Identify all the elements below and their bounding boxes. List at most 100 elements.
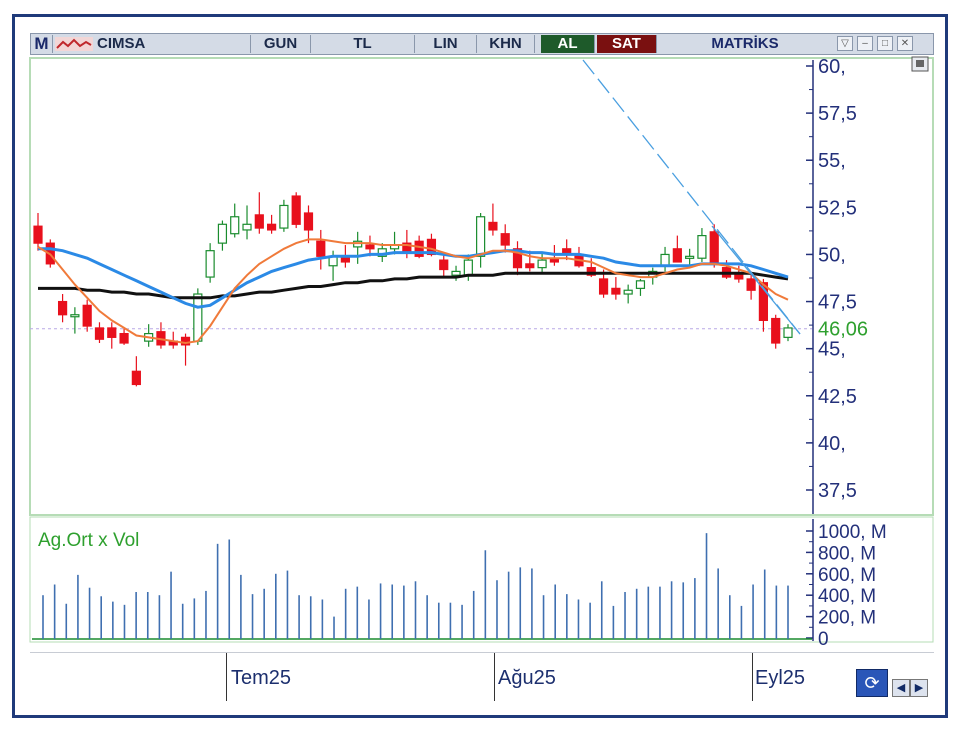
volume-tick-label: 1000, M xyxy=(818,522,887,543)
candle-body xyxy=(635,280,646,289)
candle-body xyxy=(267,223,277,231)
candle-body xyxy=(660,253,670,267)
candle-body xyxy=(623,289,633,295)
trendline-dashed xyxy=(582,59,801,335)
volume-title: Ag.Ort x Vol xyxy=(38,530,139,551)
brand-label: MATRİKS xyxy=(711,35,779,52)
volume-tick-label: 600, M xyxy=(818,565,876,586)
month-tick xyxy=(494,653,495,701)
moving-averages xyxy=(37,238,789,345)
volume-tick-label: 0 xyxy=(818,629,829,650)
price-tick-label: 50, xyxy=(818,244,846,266)
candle-body xyxy=(562,248,572,254)
candle-body xyxy=(205,250,215,278)
price-tick-label: 42,5 xyxy=(818,386,857,408)
candle-body xyxy=(697,235,707,259)
candle-body xyxy=(771,317,781,344)
dropdown-icon[interactable]: ▽ xyxy=(837,36,853,51)
price-tick-label: 47,5 xyxy=(818,292,857,314)
candle-body xyxy=(463,259,473,276)
scale-selector[interactable]: LIN xyxy=(415,35,477,53)
candle-body xyxy=(279,204,289,229)
khn-button[interactable]: KHN xyxy=(477,35,535,53)
candle-body xyxy=(672,248,682,263)
candle-body xyxy=(451,270,461,276)
candle-body xyxy=(414,240,424,257)
symbol-selector[interactable]: CIMSA xyxy=(95,35,251,53)
candle-body xyxy=(439,259,449,271)
candle-body xyxy=(57,300,68,316)
month-tick xyxy=(226,653,227,701)
candle-body xyxy=(586,267,596,276)
candle-body xyxy=(758,282,769,322)
volume-tick-label: 800, M xyxy=(818,543,876,564)
volume-bars xyxy=(42,533,789,639)
price-tick-label: 45, xyxy=(818,339,846,361)
candle-body xyxy=(230,216,240,235)
price-axis: 60, 57,5 55, 52,5 50, 47,5 45, 42,5 40, 37,5 xyxy=(806,56,857,514)
month-label-tem: Tem25 xyxy=(231,667,292,689)
volume-panel xyxy=(29,516,934,643)
last-price-label: 46,06 xyxy=(818,319,868,341)
candle-body xyxy=(242,223,252,231)
candle-body xyxy=(525,263,535,269)
month-label-agu: Ağu25 xyxy=(498,667,556,689)
candle-body xyxy=(303,212,314,231)
candle-body xyxy=(365,244,375,250)
candle-body xyxy=(193,293,203,342)
buy-button[interactable]: AL xyxy=(541,35,595,53)
candle-body xyxy=(82,304,92,327)
trendline-solid xyxy=(711,225,801,335)
maximize-icon[interactable]: □ xyxy=(877,36,893,51)
price-tick-label: 57,5 xyxy=(818,103,857,125)
close-icon[interactable]: ✕ xyxy=(897,36,913,51)
trend-logo-icon xyxy=(55,37,93,51)
candle-body xyxy=(611,287,621,295)
candle-body xyxy=(33,225,43,244)
trendlines xyxy=(582,59,801,335)
candle-body xyxy=(131,370,141,386)
minimize-icon[interactable]: – xyxy=(857,36,873,51)
candle-body xyxy=(488,221,498,231)
toolbar: M CIMSA GUN TL LIN KHN AL SAT MATRİKS ▽ … xyxy=(30,33,934,55)
price-tick-label: 40, xyxy=(818,433,846,455)
price-tick-label: 55, xyxy=(818,150,846,172)
refresh-button[interactable]: ⟳ xyxy=(856,669,888,697)
candles xyxy=(33,192,793,387)
candle-body xyxy=(107,327,117,338)
candle-body xyxy=(291,195,301,225)
currency-selector[interactable]: TL xyxy=(311,35,415,53)
candle-body xyxy=(316,240,326,257)
app-logo: M xyxy=(31,35,53,53)
candle-body xyxy=(537,259,547,269)
volume-tick-label: 400, M xyxy=(818,586,876,607)
candle-body xyxy=(598,278,609,295)
candle-body xyxy=(180,336,191,346)
ma-fast-line xyxy=(37,238,789,345)
month-label-eyl: Eyl25 xyxy=(755,667,806,689)
period-selector[interactable]: GUN xyxy=(251,35,311,53)
candle-body xyxy=(709,231,719,265)
candle-body xyxy=(512,248,523,269)
price-panel xyxy=(29,57,934,516)
price-tick-label: 37,5 xyxy=(818,480,857,502)
month-tick xyxy=(752,653,753,701)
price-tick-label: 52,5 xyxy=(818,197,857,219)
scroll-right-icon[interactable]: ▶ xyxy=(910,679,928,697)
time-axis: Tem25 Ağu25 Eyl25 ⟳ ◀ ▶ xyxy=(30,652,934,701)
scroll-left-icon[interactable]: ◀ xyxy=(892,679,910,697)
candle-body xyxy=(217,223,228,244)
candle-body xyxy=(254,214,264,229)
panel-toggle-inner xyxy=(916,60,924,67)
candle-body xyxy=(746,278,756,291)
candle-body xyxy=(685,255,695,259)
candle-body xyxy=(70,314,80,318)
candle-body xyxy=(476,216,486,257)
price-tick-label: 60, xyxy=(818,56,846,78)
ma-mid-line xyxy=(38,247,789,309)
sell-button[interactable]: SAT xyxy=(597,35,657,53)
candle-body xyxy=(500,233,510,246)
volume-tick-label: 200, M xyxy=(818,608,876,629)
